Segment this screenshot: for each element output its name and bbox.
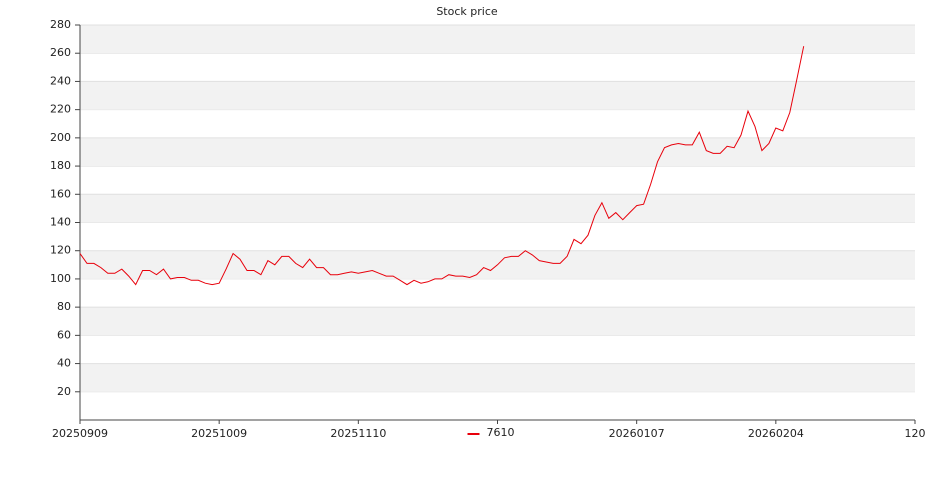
y-tick-label: 140	[50, 216, 71, 229]
y-tick-label: 40	[57, 357, 71, 370]
y-tick-label: 260	[50, 46, 71, 59]
grid-band	[80, 81, 915, 110]
y-tick-label: 180	[50, 159, 71, 172]
y-tick-label: 160	[50, 187, 71, 200]
grid-band	[80, 25, 915, 54]
y-tick-label: 80	[57, 300, 71, 313]
x-tick-label: 20251009	[191, 427, 247, 440]
y-tick-label: 100	[50, 272, 71, 285]
grid-band	[80, 194, 915, 223]
y-tick-label: 280	[50, 18, 71, 31]
y-tick-label: 240	[50, 74, 71, 87]
x-tick-label: 20260107	[609, 427, 665, 440]
y-tick-label: 220	[50, 103, 71, 116]
grid-band	[80, 307, 915, 336]
series-line	[79, 46, 805, 286]
y-tick-label: 20	[57, 385, 71, 398]
chart-title: Stock price	[436, 5, 498, 18]
y-tick-label: 60	[57, 328, 71, 341]
legend-label: 7610	[487, 426, 515, 439]
legend-box	[463, 425, 526, 443]
y-tick-label: 120	[50, 244, 71, 257]
grid-band	[80, 363, 915, 392]
x-tick-label: 20260204	[748, 427, 804, 440]
x-tick-label: 120	[905, 427, 926, 440]
grid-band	[80, 137, 915, 167]
x-tick-label: 20250909	[52, 427, 108, 440]
y-tick-label: 200	[50, 131, 71, 144]
x-tick-label: 20251110	[330, 427, 386, 440]
